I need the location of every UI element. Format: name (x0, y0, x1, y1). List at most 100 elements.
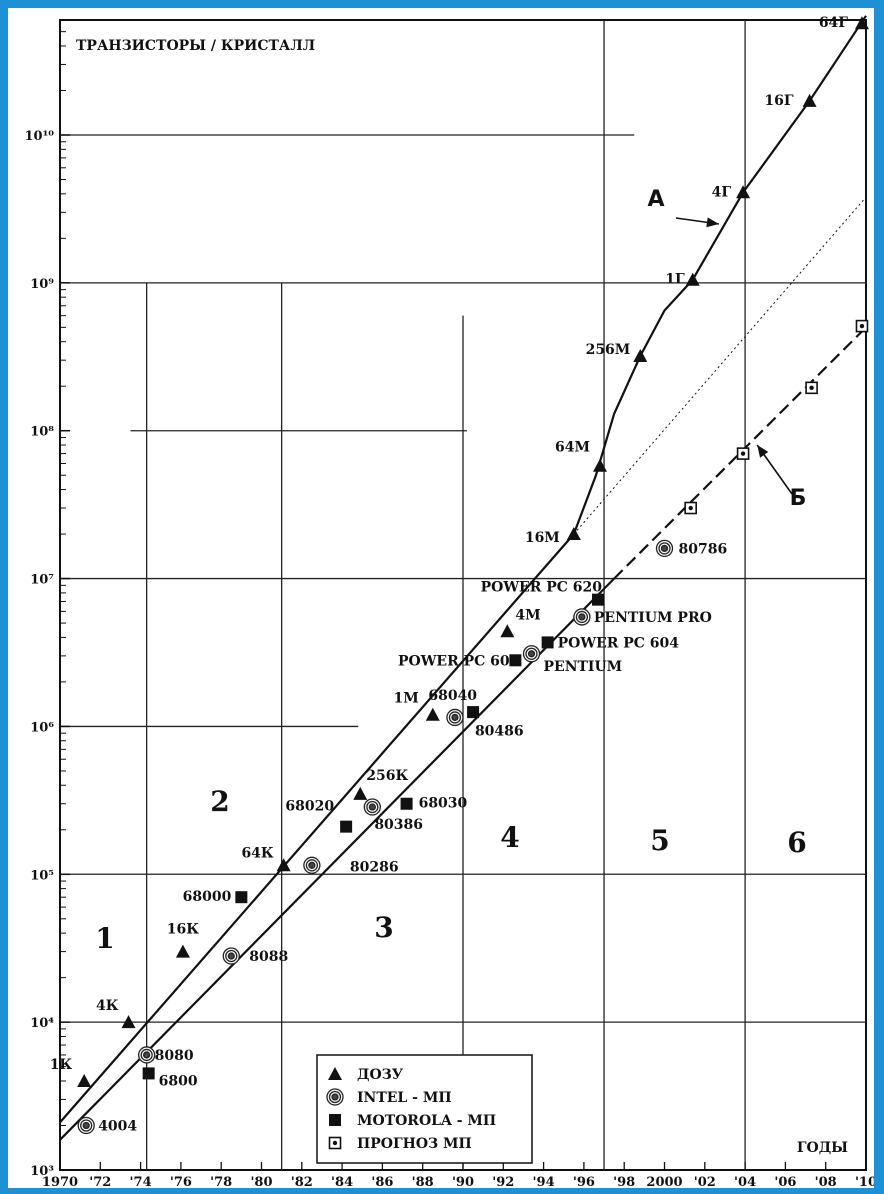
x-tick-label: '80 (250, 1175, 272, 1188)
data-label: 68000 (183, 889, 232, 905)
region-number: 6 (787, 826, 806, 859)
x-tick-label: '86 (371, 1175, 393, 1188)
annotation-arrowhead (706, 217, 719, 228)
x-tick-label: '76 (170, 1175, 192, 1188)
marker-square (235, 891, 248, 904)
data-label: 256М (586, 342, 631, 358)
x-tick-label: '90 (452, 1175, 474, 1188)
trend-line-solid (572, 15, 867, 535)
marker-circle (655, 539, 674, 558)
marker-dotted-square (736, 447, 750, 460)
y-tick-label: 10⁷ (30, 573, 54, 588)
legend-label: INTEL - МП (357, 1090, 452, 1106)
data-label: 80286 (350, 859, 399, 875)
legend-label: MOTOROLA - МП (357, 1113, 496, 1129)
data-label: 80386 (374, 817, 423, 833)
legend-label: ДОЗУ (357, 1067, 404, 1083)
x-tick-label: '82 (291, 1175, 313, 1188)
x-tick-label: '96 (573, 1175, 595, 1188)
annotation-label: Б (790, 486, 807, 511)
marker-square (467, 706, 480, 719)
data-label: 64М (555, 440, 590, 456)
x-tick-label: '98 (613, 1175, 635, 1188)
y-tick-label: 10³ (30, 1164, 54, 1179)
legend-marker-dotted-square (328, 1136, 342, 1150)
y-tick-label: 10⁸ (30, 425, 54, 440)
marker-dotted-square (805, 381, 818, 395)
x-tick-label: '72 (89, 1175, 111, 1188)
x-tick-label: '74 (130, 1175, 152, 1188)
x-tick-label: '08 (815, 1175, 837, 1188)
x-tick-label: '78 (210, 1175, 232, 1188)
marker-triangle (77, 1073, 92, 1087)
data-label: 1М (394, 691, 419, 707)
chart: 10³ 10⁴ 10⁵ 10⁶ 10⁷ 10⁸ 10⁹ 10¹⁰ 1970 '72 '74 '76 '7… (25, 15, 874, 1188)
marker-dotted-square (684, 501, 697, 515)
y-tick-label: 10⁶ (30, 720, 54, 735)
data-label: 16М (525, 530, 560, 546)
legend-label: ПРОГНОЗ МП (357, 1136, 472, 1152)
data-label: 80486 (475, 723, 524, 739)
marker-triangle (593, 458, 608, 472)
marker-triangle (353, 786, 368, 800)
data-label: 4М (515, 607, 540, 623)
region-number: 2 (210, 785, 229, 818)
x-tick-label: 1970 (42, 1175, 78, 1188)
marker-triangle (854, 16, 869, 30)
data-label: POWER PC 620 (481, 580, 603, 596)
region-number: 3 (374, 911, 393, 944)
data-label: 80786 (679, 541, 728, 557)
chart-title: ТРАНЗИСТОРЫ / КРИСТАЛЛ (76, 38, 315, 54)
trend-line-solid (59, 577, 615, 1141)
annotation-label: А (647, 187, 664, 212)
region-number: 5 (650, 824, 669, 857)
data-label: 8080 (155, 1048, 194, 1064)
marker-triangle (633, 349, 648, 363)
x-tick-label: 2000 (646, 1175, 682, 1188)
annotation-arrowhead (757, 445, 769, 458)
y-tick-label: 10¹⁰ (25, 129, 55, 144)
x-tick-label: '10 (855, 1175, 874, 1188)
x-tick-label: '04 (734, 1175, 756, 1188)
chart-frame: 10³ 10⁴ 10⁵ 10⁶ 10⁷ 10⁸ 10⁹ 10¹⁰ 1970 '72 '74 '76 '7… (8, 8, 874, 1188)
marker-triangle (736, 185, 751, 199)
x-tick-label: '84 (331, 1175, 353, 1188)
y-tick-label: 10⁹ (30, 277, 54, 292)
marker-triangle (121, 1015, 136, 1029)
region-number: 1 (95, 922, 114, 955)
x-axis-label: ГОДЫ (797, 1140, 848, 1156)
data-label: 64Г (819, 15, 848, 31)
y-tick-label: 10⁵ (30, 868, 54, 883)
data-label: 1К (50, 1057, 73, 1073)
data-label: 16К (167, 922, 199, 938)
marker-dotted-square (855, 319, 869, 333)
data-label: PENTIUM PRO (594, 610, 712, 626)
x-tick-label: '02 (694, 1175, 716, 1188)
region-number: 4 (500, 821, 519, 854)
trend-line-dotted (573, 196, 867, 535)
marker-square (509, 654, 522, 667)
legend-marker-circle (326, 1088, 344, 1106)
marker-triangle (500, 624, 515, 638)
trend-line-dashed (613, 326, 867, 580)
marker-triangle (802, 93, 817, 107)
data-label: PENTIUM (544, 659, 623, 675)
data-label: 68040 (428, 688, 477, 704)
marker-square (400, 797, 413, 810)
legend: ДОЗУ INTEL - МП MOTOROLA - МП ПРОГНОЗ МП (316, 1054, 533, 1164)
marker-circle (573, 608, 591, 626)
data-label: 6800 (159, 1073, 198, 1089)
marker-circle (137, 1046, 156, 1064)
legend-marker-square (329, 1114, 341, 1126)
data-label: POWER PC 601 (398, 653, 519, 669)
marker-triangle (276, 858, 291, 872)
data-label: 68020 (285, 799, 334, 815)
marker-square (541, 636, 554, 649)
data-label: 4К (96, 998, 119, 1014)
legend-marker-triangle (328, 1067, 342, 1080)
x-tick-label: '06 (774, 1175, 796, 1188)
data-label: 64К (241, 845, 273, 861)
marker-circle (446, 708, 464, 727)
data-label: 8088 (249, 949, 288, 965)
marker-circle (303, 856, 321, 874)
